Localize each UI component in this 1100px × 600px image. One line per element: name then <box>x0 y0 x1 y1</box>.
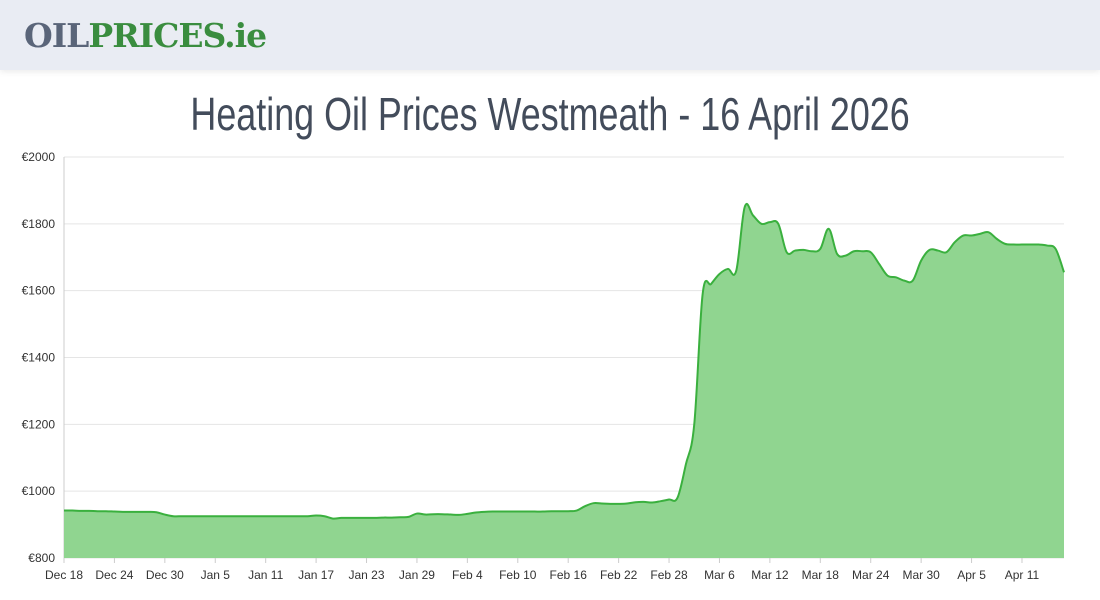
page-title-text: Heating Oil Prices Westmeath - 16 April … <box>190 88 910 140</box>
x-tick-label: Apr 11 <box>1005 568 1040 582</box>
x-tick-label: Feb 28 <box>650 568 688 582</box>
y-tick-label: €1800 <box>22 217 56 231</box>
y-tick-label: €800 <box>28 551 55 565</box>
x-tick-label: Mar 30 <box>902 568 940 582</box>
y-tick-label: €1200 <box>22 417 56 431</box>
logo-text-oil: OIL <box>24 16 89 55</box>
x-tick-label: Feb 10 <box>499 568 537 582</box>
x-tick-label: Feb 22 <box>600 568 638 582</box>
x-tick-label: Jan 17 <box>298 568 334 582</box>
y-tick-label: €1000 <box>22 484 56 498</box>
y-tick-label: €1600 <box>22 284 56 298</box>
x-tick-label: Jan 23 <box>349 568 385 582</box>
y-tick-label: €2000 <box>22 150 56 164</box>
x-tick-label: Mar 6 <box>704 568 735 582</box>
x-tick-label: Feb 16 <box>550 568 588 582</box>
x-tick-label: Feb 4 <box>452 568 483 582</box>
x-tick-label: Jan 29 <box>399 568 435 582</box>
x-tick-label: Dec 18 <box>45 568 83 582</box>
page-title: Heating Oil Prices Westmeath - 16 April … <box>0 84 1100 144</box>
price-line <box>63 202 1065 520</box>
x-tick-label: Jan 11 <box>248 568 283 582</box>
x-tick-label: Mar 24 <box>852 568 890 582</box>
x-tick-label: Dec 24 <box>95 568 133 582</box>
y-tick-label: €1400 <box>22 351 56 365</box>
x-tick-label: Mar 18 <box>802 568 840 582</box>
x-tick-label: Apr 5 <box>957 568 986 582</box>
x-tick-label: Jan 5 <box>201 568 231 582</box>
x-tick-label: Dec 30 <box>146 568 184 582</box>
site-logo[interactable]: OILPRICES.ie <box>24 14 267 58</box>
price-area-fill <box>64 203 1064 558</box>
site-header: OILPRICES.ie <box>0 0 1100 70</box>
logo-text-prices: PRICES.ie <box>88 16 267 55</box>
x-tick-label: Mar 12 <box>751 568 789 582</box>
